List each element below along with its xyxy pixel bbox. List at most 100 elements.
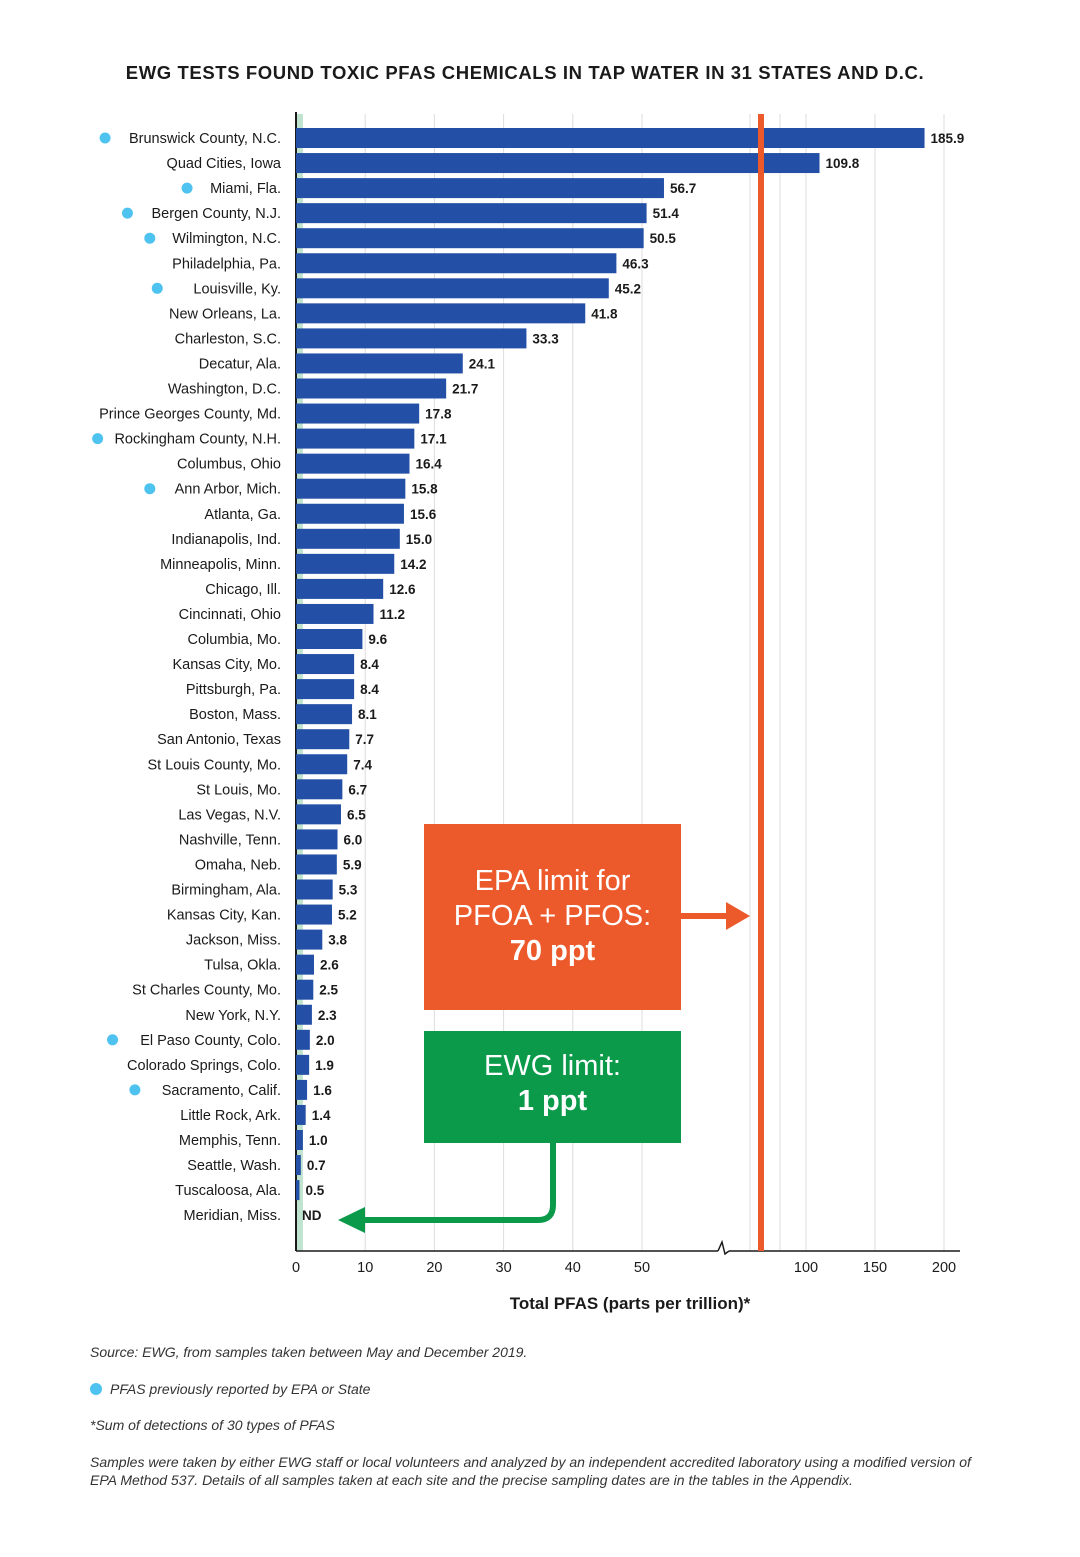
category-label: San Antonio, Texas xyxy=(157,732,281,748)
bar xyxy=(296,303,586,324)
value-label: 2.3 xyxy=(318,1008,337,1023)
category-label: Kansas City, Mo. xyxy=(172,657,281,673)
previously-reported-dot xyxy=(92,433,104,445)
value-label: 2.5 xyxy=(319,983,338,998)
category-label: Las Vegas, N.V. xyxy=(178,807,281,823)
category-label: Louisville, Ky. xyxy=(193,281,281,297)
bar xyxy=(296,578,384,599)
bar xyxy=(296,979,314,1000)
value-label: 3.8 xyxy=(328,933,347,948)
bar-chart: Brunswick County, N.C. 185.9 Quad Cities, … xyxy=(92,112,964,1276)
bar xyxy=(296,954,314,975)
value-label: ND xyxy=(302,1208,322,1223)
category-label: Little Rock, Ark. xyxy=(180,1108,281,1124)
value-label: 6.0 xyxy=(344,832,363,847)
category-label: Minneapolis, Minn. xyxy=(160,557,281,573)
category-label: Birmingham, Ala. xyxy=(171,883,281,899)
bar xyxy=(296,904,332,925)
value-label: 2.6 xyxy=(320,958,339,973)
value-label: 41.8 xyxy=(591,306,618,321)
category-label: Kansas City, Kan. xyxy=(167,908,281,924)
category-label: St Louis County, Mo. xyxy=(147,757,281,773)
bar xyxy=(296,278,609,299)
bar xyxy=(296,1130,303,1150)
bar xyxy=(296,1029,310,1050)
category-label: Omaha, Neb. xyxy=(195,857,281,873)
bar xyxy=(296,453,410,474)
value-label: 0.5 xyxy=(305,1183,324,1198)
value-label: 17.1 xyxy=(420,432,447,447)
category-label: Ann Arbor, Mich. xyxy=(175,482,281,498)
category-label: Brunswick County, N.C. xyxy=(129,131,281,147)
previously-reported-dot xyxy=(129,1084,141,1096)
bar xyxy=(296,553,395,574)
category-label: Memphis, Tenn. xyxy=(179,1133,281,1149)
axis-break-mark xyxy=(717,1239,730,1256)
x-axis-label: Total PFAS (parts per trillion)* xyxy=(509,1294,751,1313)
bar xyxy=(296,1104,306,1125)
bar xyxy=(296,178,664,199)
legend-marker-dot xyxy=(90,1383,102,1395)
previously-reported-dot xyxy=(144,483,156,495)
category-label: Chicago, Ill. xyxy=(205,582,281,598)
value-label: 14.2 xyxy=(400,557,426,572)
x-tick-label: 40 xyxy=(565,1260,581,1276)
previously-reported-dot xyxy=(107,1034,119,1046)
value-label: 12.6 xyxy=(389,582,416,597)
bar xyxy=(296,1004,312,1025)
value-label: 24.1 xyxy=(469,356,496,371)
bar xyxy=(296,754,348,775)
bar xyxy=(296,1054,310,1075)
value-label: 8.1 xyxy=(358,707,377,722)
bar xyxy=(296,153,820,174)
value-label: 16.4 xyxy=(415,457,442,472)
category-label: Seattle, Wash. xyxy=(187,1158,281,1174)
value-label: 15.8 xyxy=(411,482,438,497)
value-label: 6.7 xyxy=(348,782,367,797)
previously-reported-dot xyxy=(99,132,111,144)
value-label: 15.0 xyxy=(406,532,432,547)
value-label: 6.5 xyxy=(347,807,366,822)
previously-reported-dot xyxy=(121,207,133,219)
category-label: Charleston, S.C. xyxy=(175,331,281,347)
previously-reported-dot xyxy=(151,282,163,294)
category-label: New Orleans, La. xyxy=(169,306,281,322)
category-label: Jackson, Miss. xyxy=(186,933,281,949)
bar xyxy=(296,1155,301,1176)
epa-callout-line3: 70 ppt xyxy=(509,935,596,967)
value-label: 5.3 xyxy=(339,883,358,898)
asterisk-note: *Sum of detections of 30 types of PFAS xyxy=(90,1417,335,1433)
bar xyxy=(296,403,420,424)
bar xyxy=(296,804,341,825)
value-label: 17.8 xyxy=(425,407,452,422)
category-label: El Paso County, Colo. xyxy=(140,1033,281,1049)
epa-callout-line1: EPA limit for xyxy=(474,865,631,897)
value-label: 45.2 xyxy=(615,281,641,296)
previously-reported-dot xyxy=(181,182,193,194)
category-label: Wilmington, N.C. xyxy=(172,231,281,247)
previously-reported-dot xyxy=(144,232,156,244)
value-label: 5.9 xyxy=(343,857,362,872)
bar xyxy=(296,478,406,499)
bar xyxy=(296,428,415,449)
ewg-arrow-shaft xyxy=(360,1143,556,1223)
bar xyxy=(296,353,463,374)
epa-arrow-head xyxy=(726,902,750,930)
bar xyxy=(296,328,527,349)
category-label: Pittsburgh, Pa. xyxy=(186,682,281,698)
category-label: Prince Georges County, Md. xyxy=(99,407,281,423)
value-label: 46.3 xyxy=(622,256,649,271)
bar xyxy=(296,1079,308,1100)
value-label: 5.2 xyxy=(338,908,357,923)
x-tick-label: 150 xyxy=(863,1260,887,1276)
x-tick-label: 10 xyxy=(357,1260,373,1276)
category-label: Washington, D.C. xyxy=(168,382,281,398)
category-label: Columbus, Ohio xyxy=(177,457,281,473)
x-tick-label: 200 xyxy=(932,1260,956,1276)
legend: PFAS previously reported by EPA or State xyxy=(90,1381,370,1397)
value-label: 109.8 xyxy=(826,156,860,171)
bar xyxy=(296,1180,300,1201)
value-label: 7.7 xyxy=(355,732,374,747)
bar xyxy=(296,729,350,750)
bar xyxy=(296,203,647,224)
